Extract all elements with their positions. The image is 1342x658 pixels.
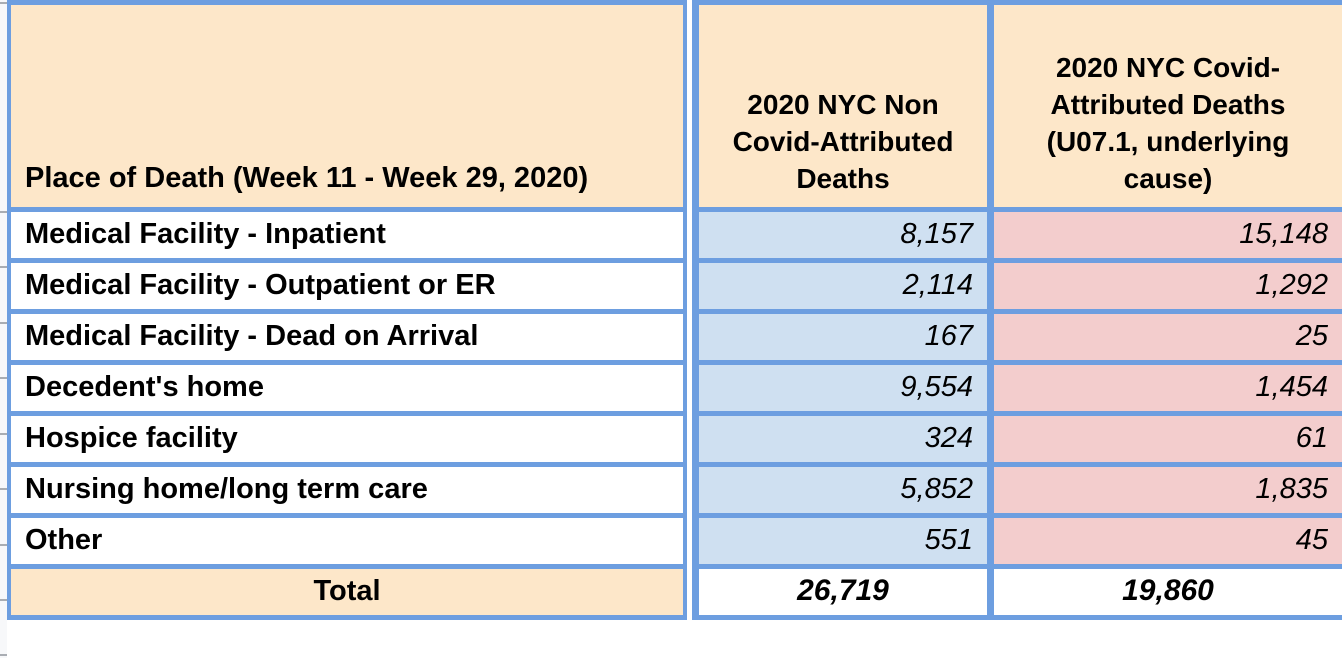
table-row: Decedent's home — [7, 360, 687, 416]
column-header-non-covid-deaths: 2020 NYC Non Covid-Attributed Deaths — [692, 0, 994, 212]
row-label-outpatient-er: Medical Facility - Outpatient or ER — [7, 258, 687, 314]
table-row: 551 45 — [692, 513, 1342, 569]
grid-tick — [0, 211, 7, 213]
covid-value-inpatient: 15,148 — [987, 207, 1342, 263]
grid-tick — [0, 488, 7, 490]
covid-value-dead-on-arrival: 25 — [987, 309, 1342, 365]
non-covid-value-inpatient: 8,157 — [692, 207, 994, 263]
row-label-inpatient: Medical Facility - Inpatient — [7, 207, 687, 263]
covid-total-value: 19,860 — [987, 564, 1342, 620]
column-header-place-of-death: Place of Death (Week 11 - Week 29, 2020) — [7, 0, 687, 212]
table-row: Medical Facility - Inpatient — [7, 207, 687, 263]
non-covid-value-hospice-facility: 324 — [692, 411, 994, 467]
table-row: Medical Facility - Dead on Arrival — [7, 309, 687, 365]
grid-tick — [0, 654, 7, 656]
total-row: Total — [7, 564, 687, 620]
non-covid-total-value: 26,719 — [692, 564, 994, 620]
table-row: Other — [7, 513, 687, 569]
deaths-value-columns: 2020 NYC Non Covid-Attributed Deaths 202… — [692, 0, 1342, 620]
table-row: 9,554 1,454 — [692, 360, 1342, 416]
grid-tick — [0, 322, 7, 324]
grid-tick — [0, 433, 7, 435]
grid-tick — [0, 599, 7, 601]
table-row: Medical Facility - Outpatient or ER — [7, 258, 687, 314]
covid-value-decedents-home: 1,454 — [987, 360, 1342, 416]
row-label-nursing-home: Nursing home/long term care — [7, 462, 687, 518]
table-row: 5,852 1,835 — [692, 462, 1342, 518]
place-of-death-label-column: Place of Death (Week 11 - Week 29, 2020)… — [7, 0, 687, 620]
total-row-label: Total — [7, 564, 687, 620]
grid-tick — [0, 2, 7, 4]
non-covid-value-decedents-home: 9,554 — [692, 360, 994, 416]
covid-value-hospice-facility: 61 — [987, 411, 1342, 467]
grid-tick — [0, 544, 7, 546]
non-covid-value-other: 551 — [692, 513, 994, 569]
covid-value-outpatient-er: 1,292 — [987, 258, 1342, 314]
non-covid-value-nursing-home: 5,852 — [692, 462, 994, 518]
row-label-dead-on-arrival: Medical Facility - Dead on Arrival — [7, 309, 687, 365]
table-row: 167 25 — [692, 309, 1342, 365]
column-header-covid-deaths: 2020 NYC Covid-Attributed Deaths (U07.1,… — [987, 0, 1342, 212]
covid-value-other: 45 — [987, 513, 1342, 569]
table-row: Nursing home/long term care — [7, 462, 687, 518]
total-row: 26,719 19,860 — [692, 564, 1342, 620]
table-row: 8,157 15,148 — [692, 207, 1342, 263]
left-gridline-gutter — [0, 0, 7, 658]
non-covid-value-outpatient-er: 2,114 — [692, 258, 994, 314]
row-label-other: Other — [7, 513, 687, 569]
grid-tick — [0, 377, 7, 379]
table-row: 2,114 1,292 — [692, 258, 1342, 314]
row-label-hospice-facility: Hospice facility — [7, 411, 687, 467]
table-row: 324 61 — [692, 411, 1342, 467]
table-row: Hospice facility — [7, 411, 687, 467]
row-label-decedents-home: Decedent's home — [7, 360, 687, 416]
covid-value-nursing-home: 1,835 — [987, 462, 1342, 518]
non-covid-value-dead-on-arrival: 167 — [692, 309, 994, 365]
table-block-gap — [687, 0, 692, 658]
grid-tick — [0, 266, 7, 268]
